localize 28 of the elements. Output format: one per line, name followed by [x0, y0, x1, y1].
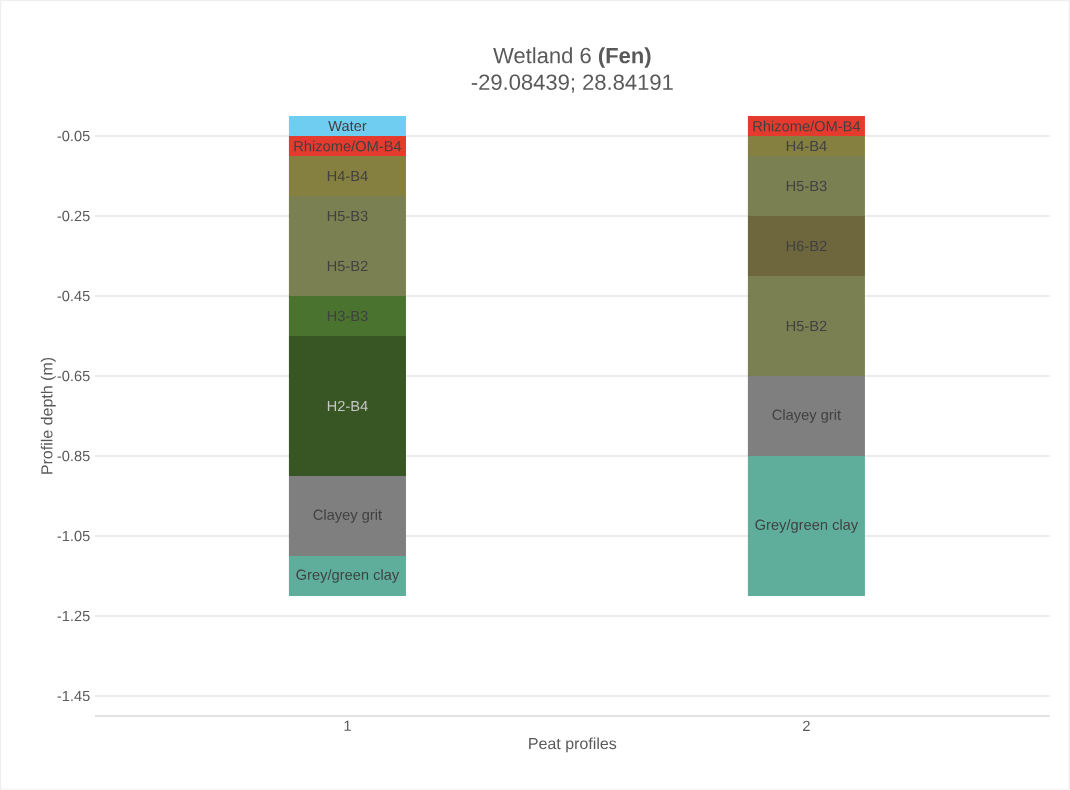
series-label: Clayey grit — [313, 509, 382, 523]
y-tick-label: -1.45 — [57, 690, 90, 702]
y-tick-label: -0.85 — [57, 450, 90, 462]
series-label: Grey/green clay — [755, 519, 859, 533]
y-tick-label: -0.65 — [57, 370, 90, 382]
chart-title: Wetland 6 (Fen) — [493, 47, 651, 68]
y-tick-label: -1.25 — [57, 610, 90, 622]
y-axis-title: Profile depth (m) — [40, 357, 56, 474]
series-label: H5-B3 — [327, 210, 368, 222]
x-axis-title: Peat profiles — [529, 737, 617, 753]
series-label: Grey/green clay — [296, 569, 400, 583]
series-label: Water — [328, 120, 367, 132]
series-label: Rhizome/OM-B4 — [753, 120, 861, 132]
y-tick-label: -1.05 — [57, 530, 90, 542]
series-label: H4-B4 — [327, 170, 368, 182]
y-tick-label: -0.05 — [57, 130, 90, 142]
series-label: H5-B2 — [327, 260, 368, 272]
x-tick-label: 1 — [344, 720, 351, 731]
series-label: Clayey grit — [772, 409, 841, 423]
y-tick-label: -0.45 — [57, 290, 90, 302]
series-label: H5-B3 — [786, 180, 827, 192]
series-label: H2-B4 — [327, 400, 368, 412]
y-tick-label: -0.25 — [57, 210, 90, 222]
series-label: H4-B4 — [786, 140, 827, 152]
series-label: H5-B2 — [786, 320, 827, 332]
series-label: Rhizome/OM-B4 — [294, 140, 402, 152]
x-tick-label: 2 — [803, 720, 810, 731]
chart-subtitle: -29.08439; 28.84191 — [471, 74, 673, 93]
